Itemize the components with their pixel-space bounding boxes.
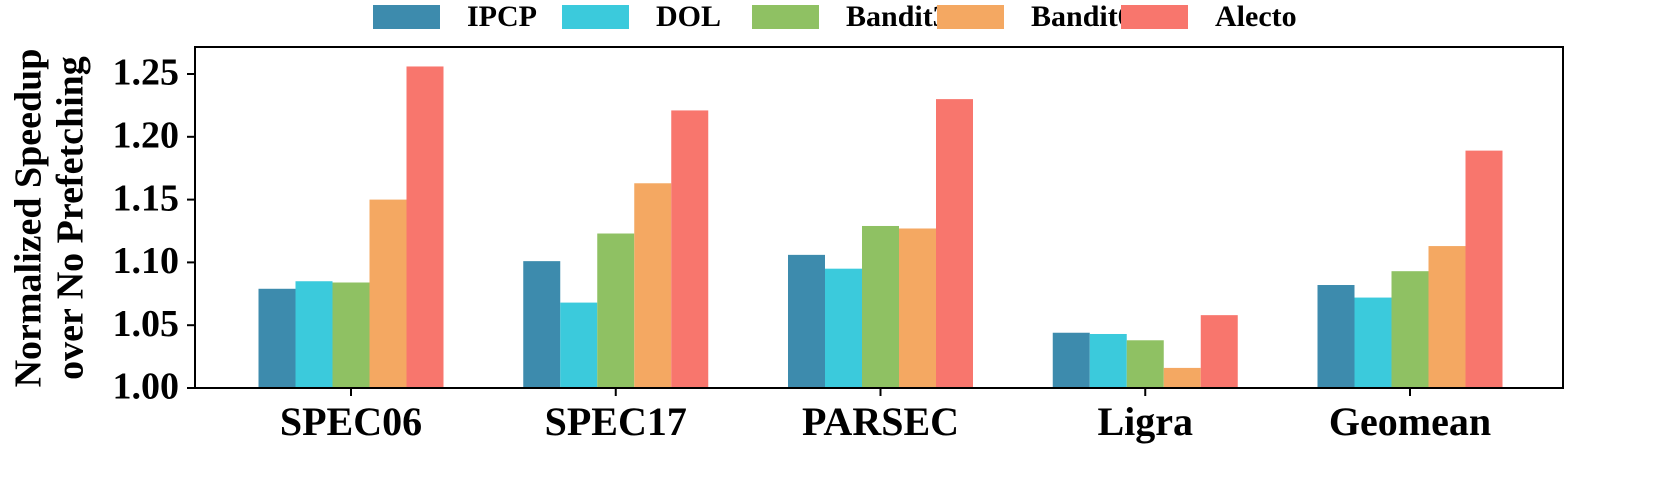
bar	[671, 110, 709, 389]
legend-label: Bandit3	[846, 0, 948, 33]
bar	[1391, 271, 1429, 388]
legend-swatch	[562, 5, 629, 29]
legend-swatch	[752, 5, 819, 29]
legend-label: Bandit6	[1031, 0, 1133, 33]
y-axis-label: Normalized Speedup over No Prefetching	[8, 49, 92, 388]
bar	[369, 199, 407, 388]
legend-swatch	[373, 5, 440, 29]
bar	[1052, 332, 1090, 388]
bar	[1428, 246, 1466, 388]
bar	[560, 302, 598, 388]
x-tick-label: Geomean	[1329, 399, 1491, 444]
legend-label: DOL	[656, 0, 721, 33]
y-tick-label: 1.00	[113, 366, 180, 408]
x-tick-label: SPEC06	[280, 399, 422, 444]
y-tick-label: 1.10	[113, 240, 180, 282]
x-tick-label: SPEC17	[545, 399, 687, 444]
bar	[406, 66, 444, 388]
bar	[862, 225, 899, 388]
bar	[634, 183, 672, 388]
bar	[1354, 297, 1392, 388]
bar	[523, 261, 561, 388]
x-tick-label: PARSEC	[802, 399, 959, 444]
bar	[1317, 285, 1355, 388]
bar	[1465, 150, 1503, 388]
y-tick-label: 1.20	[113, 115, 180, 157]
bar	[1126, 340, 1164, 388]
y-tick-label: 1.15	[113, 177, 180, 219]
bar	[1163, 367, 1201, 388]
y-label-line: Normalized Speedup	[8, 49, 50, 388]
bar	[1200, 315, 1238, 388]
bar	[332, 282, 370, 388]
bar	[258, 288, 296, 388]
bar	[788, 254, 825, 388]
bar	[936, 99, 973, 389]
x-tick-label: Ligra	[1097, 399, 1193, 444]
plot-frame	[194, 46, 1564, 389]
bar	[1089, 333, 1127, 388]
y-tick-label: 1.25	[113, 52, 180, 94]
bar	[295, 281, 333, 388]
legend-label: IPCP	[467, 0, 537, 33]
legend-swatch	[937, 5, 1004, 29]
legend-label: Alecto	[1215, 0, 1297, 33]
y-label-line: over No Prefetching	[50, 56, 92, 380]
bar	[899, 228, 936, 388]
legend-swatch	[1121, 5, 1188, 29]
bar	[597, 233, 635, 388]
y-tick-label: 1.05	[113, 303, 180, 345]
bar	[825, 268, 862, 388]
